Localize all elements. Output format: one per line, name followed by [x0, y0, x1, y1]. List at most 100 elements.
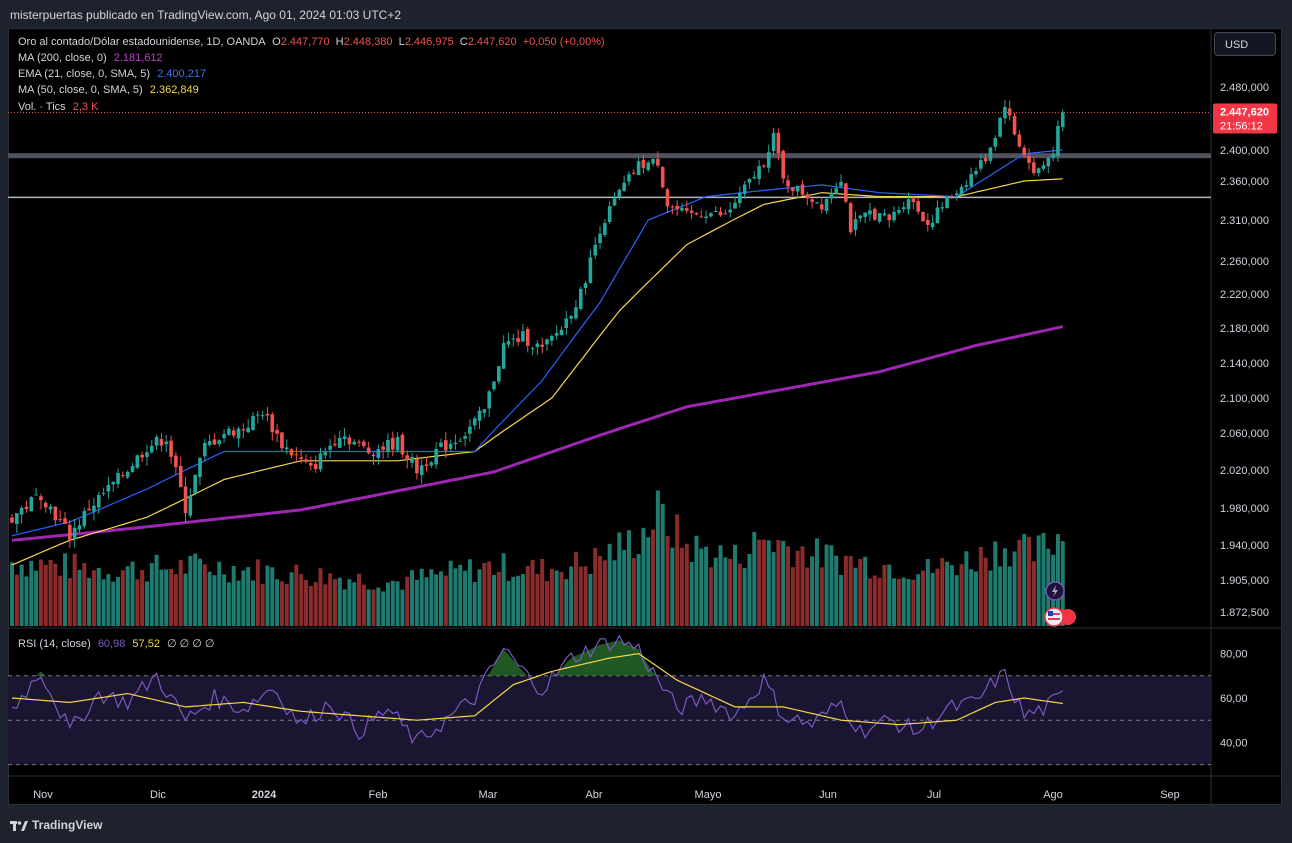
- volume-bar: [573, 552, 578, 626]
- legend-ma200-row[interactable]: MA (200, close, 0) 2.181,612: [18, 51, 163, 65]
- legend-volume-label: Vol. · Tics: [18, 101, 66, 113]
- volume-bar: [400, 589, 405, 626]
- candle-body: [207, 441, 212, 446]
- volume-bar: [19, 564, 24, 626]
- candle-body: [979, 160, 983, 169]
- candle-body: [1022, 147, 1026, 156]
- candle-body: [19, 507, 24, 515]
- candle-body: [284, 447, 289, 450]
- price-axis-tick: 2.140,000: [1220, 358, 1269, 370]
- candle-body: [651, 158, 655, 164]
- legend-symbol[interactable]: Oro al contado/Dólar estadounidense, 1D,…: [18, 36, 266, 48]
- volume-bar: [260, 583, 265, 626]
- volume-bar: [935, 568, 940, 626]
- candle-body: [34, 494, 38, 496]
- candle-body: [829, 192, 834, 199]
- resistance-level-line[interactable]: [8, 153, 1211, 159]
- volume-bar: [154, 554, 159, 626]
- volume-bar: [357, 573, 362, 626]
- volume-bar: [911, 579, 916, 626]
- volume-bar: [178, 559, 183, 626]
- volume-bar: [270, 567, 275, 626]
- ma200-line: [11, 325, 1064, 542]
- candle-body: [516, 337, 520, 342]
- volume-bar: [920, 570, 925, 626]
- volume-bar: [120, 570, 125, 626]
- legend-volume-row[interactable]: Vol. · Tics 2,3 K: [18, 100, 98, 114]
- volume-bar: [226, 582, 231, 626]
- candle-body: [415, 458, 419, 474]
- volume-bar: [843, 555, 848, 626]
- tradingview-icon: [10, 820, 28, 831]
- legend-rsi-label: RSI (14, close): [18, 638, 91, 650]
- candle-body: [453, 442, 458, 445]
- volume-bar: [1007, 566, 1012, 626]
- candle-body: [96, 495, 101, 508]
- volume-bar: [728, 558, 733, 626]
- volume-bar: [390, 580, 395, 626]
- candle-body: [950, 196, 954, 198]
- candle-body: [718, 211, 723, 216]
- volume-bar: [443, 575, 448, 626]
- volume-bar: [969, 569, 974, 626]
- volume-bar: [670, 547, 675, 626]
- volume-bar: [651, 529, 656, 626]
- candle-body: [689, 210, 694, 213]
- trading-chart[interactable]: 2.480,000 2.400,000 2.360,000 2.310,000 2.26…: [8, 28, 1282, 805]
- price-axis-tick: 1.905,000: [1220, 575, 1269, 587]
- volume-bar: [265, 565, 270, 626]
- candle-body: [169, 440, 173, 457]
- candle-body: [752, 176, 757, 179]
- tradingview-logo[interactable]: TradingView: [10, 818, 102, 832]
- currency-button[interactable]: USD: [1214, 32, 1276, 56]
- legend-rsi-ma-value: 57,52: [132, 638, 160, 650]
- legend-rsi-row[interactable]: RSI (14, close) 60,98 57,52 ∅ ∅ ∅ ∅: [18, 637, 215, 651]
- ma50-line: [11, 178, 1063, 566]
- volume-bar: [949, 565, 954, 626]
- candle-body: [1027, 156, 1031, 163]
- volume-bar: [275, 579, 280, 626]
- legend-ema21-row[interactable]: EMA (21, close, 0, SMA, 5) 2.400,217: [18, 67, 206, 81]
- volume-bar: [930, 572, 935, 626]
- candle-body: [728, 209, 732, 213]
- legend-ma200-label: MA (200, close, 0): [18, 52, 107, 64]
- volume-bar: [882, 564, 887, 626]
- candle-body: [270, 414, 275, 433]
- volume-bar: [217, 561, 222, 626]
- last-price-tag[interactable]: [1213, 103, 1277, 134]
- candle-body: [535, 343, 540, 348]
- volume-bar: [458, 564, 463, 626]
- candle-body: [940, 207, 945, 209]
- candle-body: [670, 206, 675, 208]
- candle-body: [362, 441, 366, 447]
- volume-bar: [323, 584, 328, 626]
- volume-bar: [236, 580, 241, 626]
- volume-bar: [467, 559, 472, 626]
- candle-body: [757, 166, 761, 180]
- legend-ma200-value: 2.181,612: [113, 52, 163, 64]
- volume-bar: [366, 589, 371, 626]
- candle-body: [444, 440, 448, 451]
- candle-body: [256, 414, 260, 416]
- volume-bar: [636, 554, 641, 626]
- price-axis-tick: 2.220,000: [1220, 289, 1269, 301]
- us-flag-event-icon[interactable]: [1044, 607, 1064, 627]
- candle-body: [622, 182, 626, 191]
- volume-bar: [626, 530, 631, 626]
- price-axis-tick: 2.020,000: [1220, 465, 1269, 477]
- candle-body: [497, 366, 501, 382]
- candle-body: [858, 215, 863, 219]
- volume-bar: [164, 569, 169, 626]
- candle-body: [63, 518, 67, 524]
- volume-bar: [169, 568, 174, 626]
- candle-body: [776, 132, 781, 154]
- volume-bar: [848, 556, 853, 626]
- candle-body: [121, 474, 125, 476]
- candle-body: [872, 208, 877, 220]
- candle-body: [704, 216, 708, 219]
- legend-ma50-row[interactable]: MA (50, close, 0, SMA, 5) 2.362,849: [18, 83, 199, 97]
- candle-body: [366, 447, 371, 454]
- candle-body: [578, 288, 583, 309]
- volume-bar: [742, 568, 747, 626]
- candle-body: [988, 147, 993, 161]
